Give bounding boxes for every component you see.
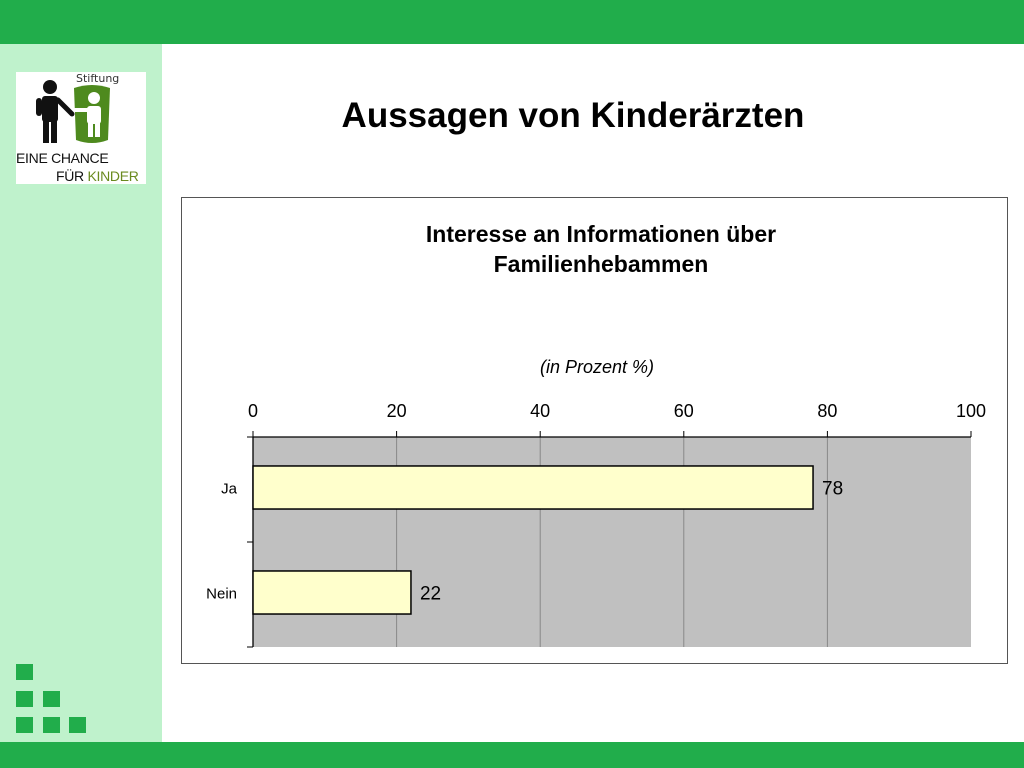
- page-title: Aussagen von Kinderärzten: [341, 96, 805, 135]
- logo-stiftung-text: Stiftung: [76, 72, 120, 85]
- chart-title-line2: Familienhebammen: [494, 251, 709, 277]
- x-tick-label: 40: [530, 401, 550, 421]
- decor-square: [16, 691, 33, 707]
- category-label: Nein: [206, 586, 237, 603]
- logo-name-kinder: KINDER: [87, 168, 139, 184]
- decor-square: [16, 717, 33, 733]
- x-tick-label: 80: [817, 401, 837, 421]
- chart-frame: Interesse an Informationen über Familien…: [181, 197, 1008, 664]
- x-tick-label: 20: [387, 401, 407, 421]
- logo-name-line2: FÜR KINDER: [56, 168, 139, 184]
- data-label: 22: [420, 584, 441, 605]
- logo-name-line1: EINE CHANCE: [16, 150, 109, 166]
- bar-chart: Interesse an Informationen über Familien…: [206, 221, 986, 648]
- foundation-logo: Stiftung EINE CHANCE FÜR KINDER: [16, 72, 146, 184]
- decor-square: [43, 717, 60, 733]
- x-tick-label: 60: [674, 401, 694, 421]
- decor-square: [16, 664, 33, 680]
- decor-square: [43, 691, 60, 707]
- data-label: 78: [822, 479, 843, 500]
- decor-square: [69, 717, 86, 733]
- bottom-accent-bar: [0, 742, 1024, 768]
- chart-subtitle: (in Prozent %): [540, 357, 654, 377]
- logo-figures-icon: [36, 80, 110, 143]
- x-tick-label: 100: [956, 401, 986, 421]
- bar-ja: [252, 465, 814, 510]
- chart-title-line1: Interesse an Informationen über: [426, 221, 776, 247]
- top-accent-bar: [0, 0, 1024, 44]
- logo-name-fuer: FÜR: [56, 168, 88, 184]
- x-tick-label: 0: [248, 401, 258, 421]
- category-label: Ja: [221, 481, 238, 498]
- bar-nein: [252, 570, 412, 615]
